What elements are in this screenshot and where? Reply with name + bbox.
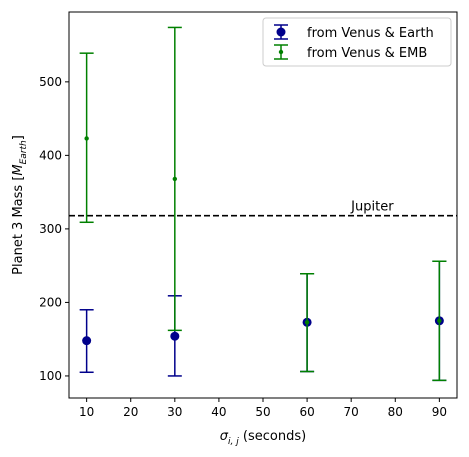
- x-tick-label: 70: [344, 405, 359, 419]
- axes: 10 20 30 40 50 60 70 80 90 100 200 300 400 500: [39, 11, 458, 419]
- y-axis-label-subscript: Earth: [19, 140, 29, 164]
- legend-marker: [278, 49, 284, 55]
- data-point: [437, 318, 442, 323]
- plot-area: [69, 26, 457, 382]
- y-axis-label-suffix: ]: [11, 135, 26, 140]
- x-tick-label: 80: [388, 405, 403, 419]
- x-tick-label: 10: [79, 405, 94, 419]
- y-tick-label: 300: [39, 222, 62, 236]
- y-axis-label: Planet 3 Mass [MEarth]: [11, 135, 29, 275]
- legend-label: from Venus & EMB: [307, 46, 427, 61]
- y-tick-label: 100: [39, 369, 62, 383]
- data-point: [82, 336, 92, 346]
- series-0: [79, 260, 447, 382]
- x-tick-label: 30: [167, 405, 182, 419]
- legend-label: from Venus & Earth: [307, 26, 434, 41]
- legend-marker: [276, 27, 286, 37]
- x-tick-label: 60: [299, 405, 314, 419]
- legend-entry: from Venus & Earth: [274, 24, 434, 41]
- y-axis-label-symbol: M: [11, 164, 26, 175]
- x-axis-label-symbol: σ: [220, 429, 229, 444]
- reference-line-label: Jupiter: [350, 200, 394, 215]
- plot-frame: [68, 11, 458, 399]
- series-1: [79, 26, 447, 382]
- y-tick-label: 200: [39, 295, 62, 309]
- x-axis-label: σi, j (seconds): [220, 429, 306, 447]
- legend-symbol: [274, 24, 288, 40]
- y-tick-label: 400: [39, 148, 62, 162]
- x-tick-label: 40: [211, 405, 226, 419]
- legend-box: [262, 17, 452, 67]
- legend-symbol: [274, 44, 288, 60]
- data-point: [84, 136, 89, 141]
- x-axis-label-subscript: i, j: [228, 437, 239, 447]
- x-tick-label: 20: [123, 405, 138, 419]
- data-point: [304, 320, 310, 325]
- data-point: [170, 331, 180, 341]
- legend: from Venus & Earth from Venus & EMB: [262, 17, 452, 67]
- x-tick-label: 90: [432, 405, 447, 419]
- legend-entry: from Venus & EMB: [274, 44, 427, 61]
- x-tick-label: 50: [255, 405, 270, 419]
- y-tick-label: 500: [39, 75, 62, 89]
- y-axis-label-prefix: Planet 3 Mass [: [11, 176, 26, 275]
- data-point: [172, 176, 178, 182]
- x-axis-label-suffix: (seconds): [239, 429, 306, 444]
